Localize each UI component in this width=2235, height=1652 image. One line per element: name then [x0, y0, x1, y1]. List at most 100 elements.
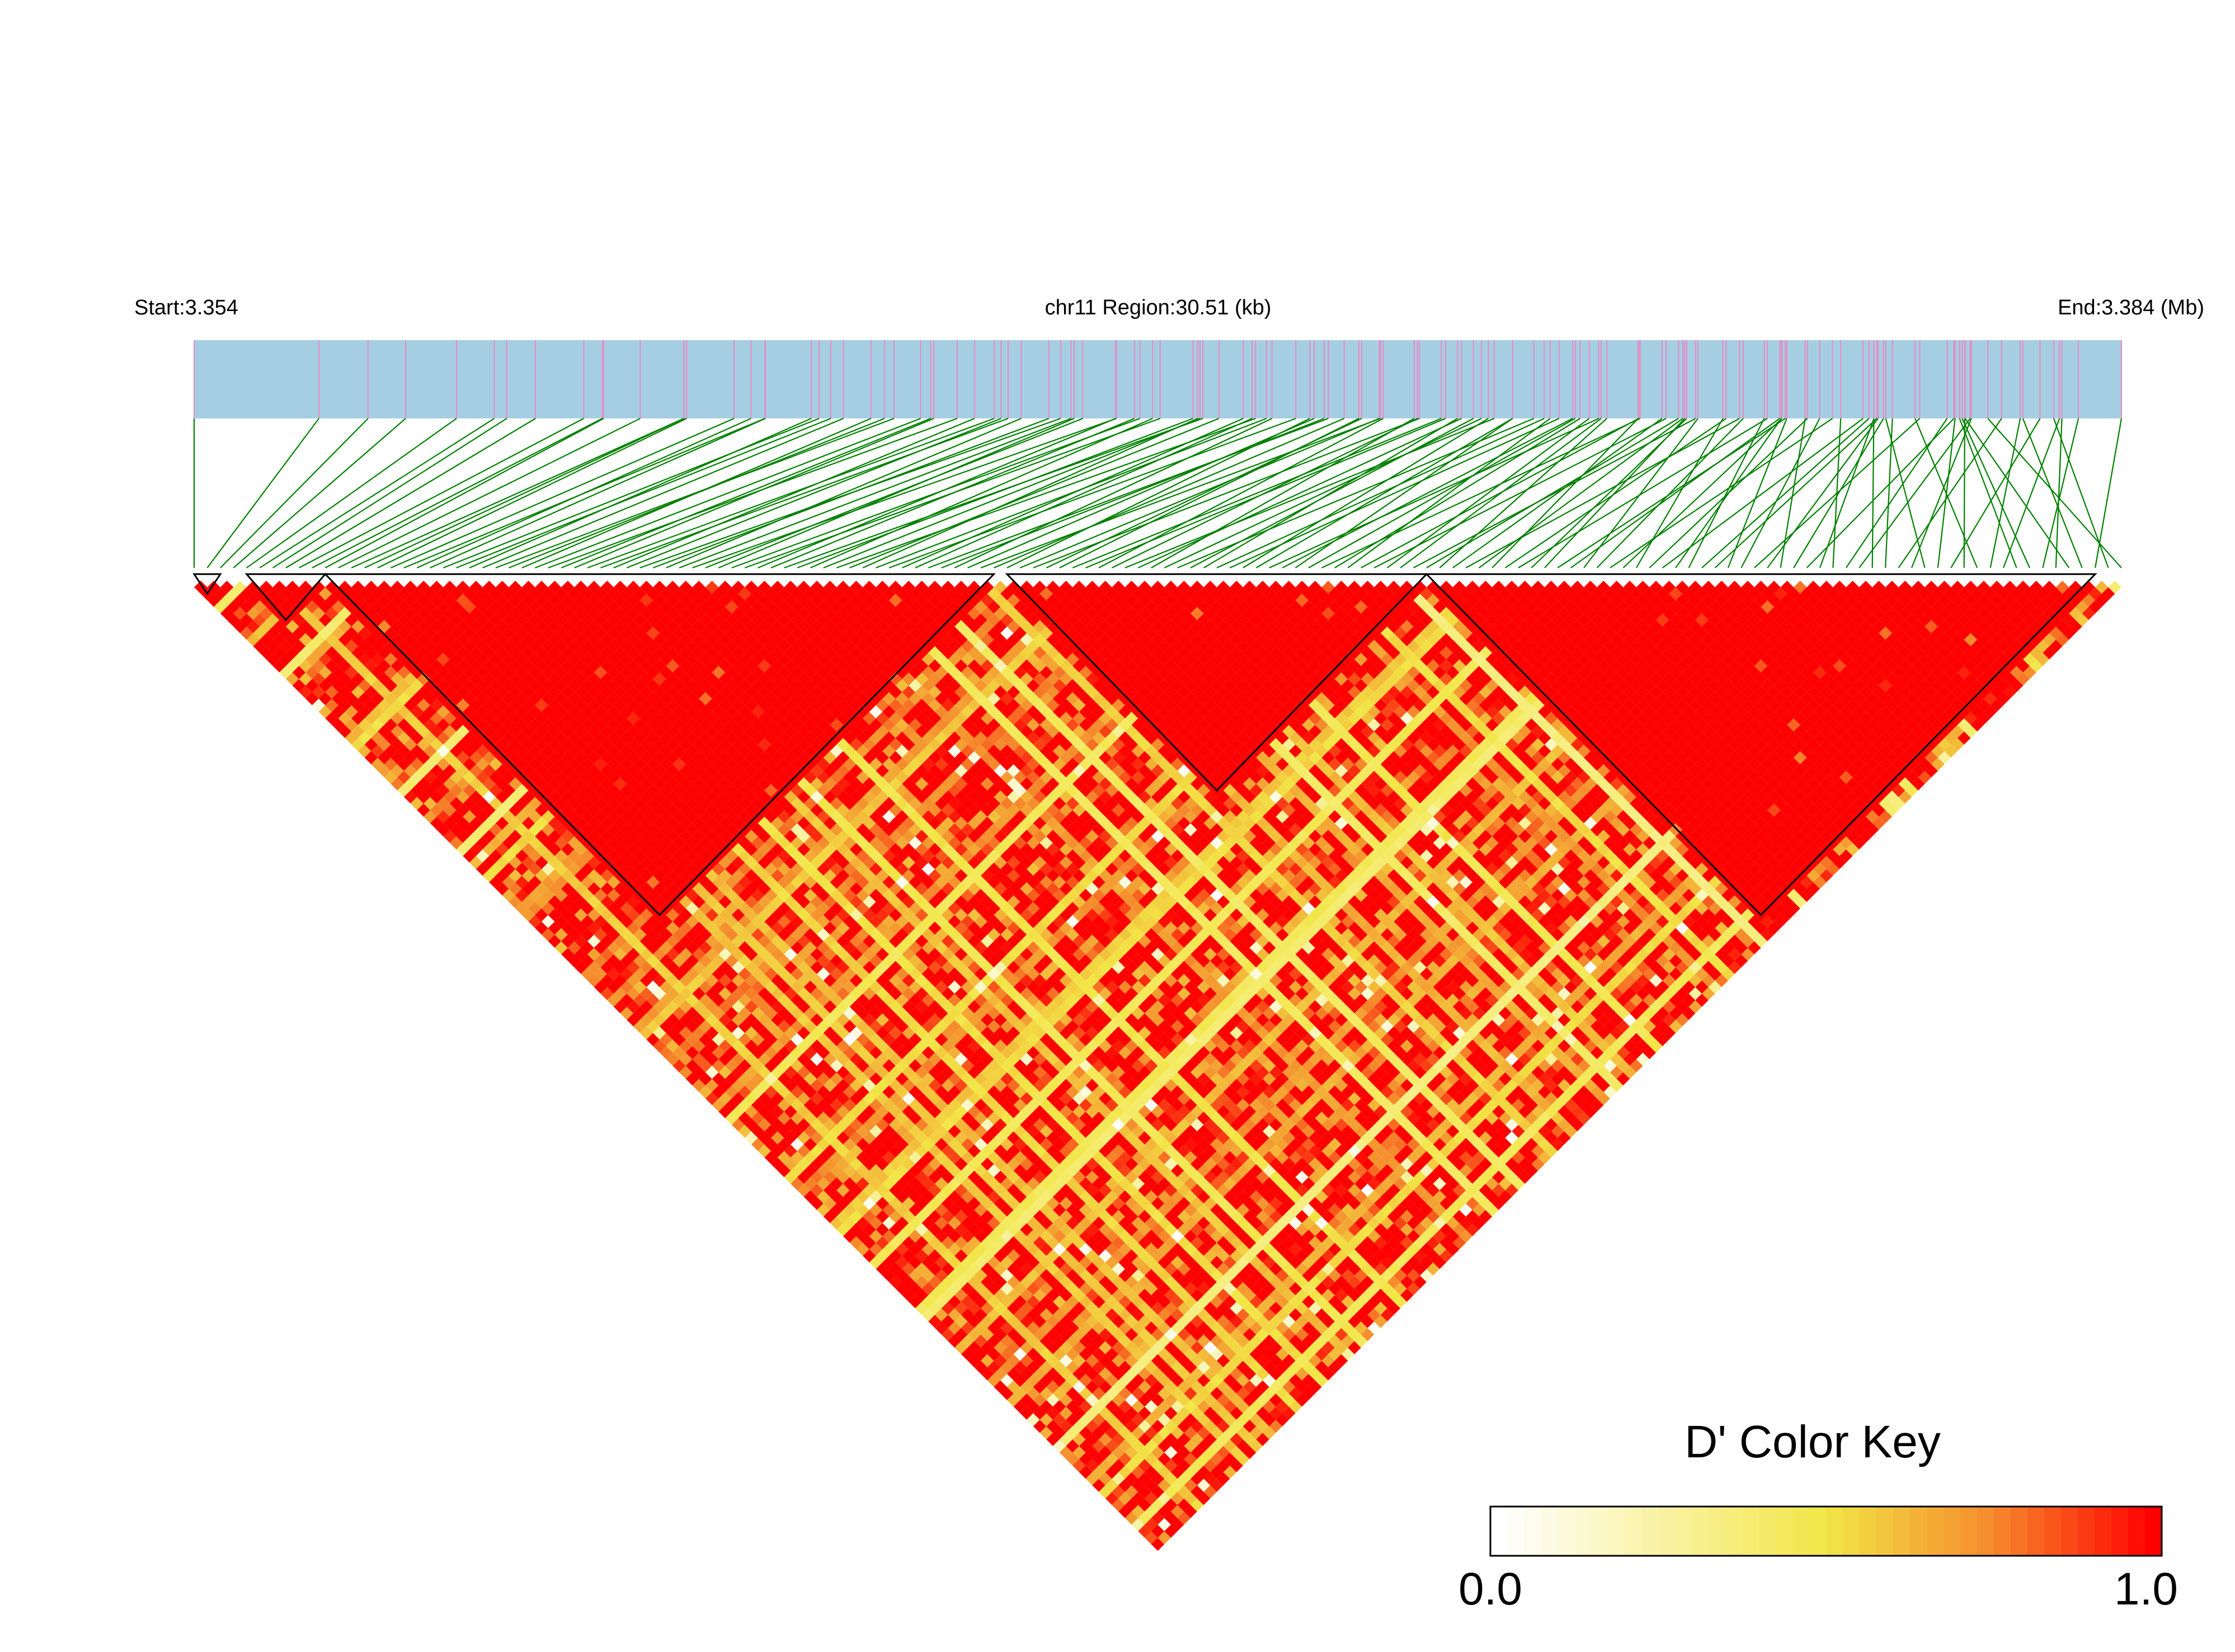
- ld-cell: [515, 757, 529, 771]
- ld-cell: [496, 856, 509, 869]
- ld-cell: [639, 961, 653, 975]
- snp-connector: [2053, 418, 2109, 568]
- ld-cell: [836, 1184, 850, 1197]
- ld-cell: [403, 698, 417, 712]
- ld-cell: [961, 1230, 975, 1243]
- ld-cell: [1085, 1393, 1099, 1407]
- ld-cell: [482, 738, 496, 751]
- ld-cell: [390, 620, 404, 633]
- ld-cell: [895, 1124, 909, 1138]
- ld-cell: [1013, 1308, 1027, 1322]
- ld-cell: [1079, 1413, 1093, 1427]
- ld-cell: [456, 803, 470, 817]
- ld-cell: [1033, 1393, 1047, 1407]
- ld-cell: [987, 1230, 1001, 1243]
- ld-cell: [653, 1013, 666, 1027]
- ld-cell: [351, 712, 365, 725]
- ld-cell: [653, 895, 666, 909]
- ld-cell: [345, 639, 358, 653]
- snp-connector: [1740, 418, 1820, 568]
- ld-cell: [994, 1315, 1007, 1328]
- ld-cell: [587, 803, 601, 817]
- ld-cell: [856, 1164, 869, 1178]
- ld-cell: [1020, 1328, 1033, 1342]
- ld-cell: [561, 934, 575, 948]
- ld-cell: [869, 1085, 883, 1099]
- snp-connector: [1914, 418, 1978, 568]
- ld-cell: [357, 744, 371, 758]
- ld-cell: [417, 712, 430, 725]
- ld-cell: [784, 1052, 798, 1066]
- ld-cell: [830, 1059, 844, 1072]
- ld-cell: [542, 823, 555, 836]
- ld-cell: [1118, 1387, 1132, 1400]
- ld-cell: [627, 921, 640, 935]
- ld-cell: [672, 1006, 686, 1020]
- snp-connector: [1701, 418, 1870, 568]
- ld-cell: [941, 1249, 955, 1263]
- ld-cell: [1066, 1361, 1079, 1374]
- snp-connector: [1518, 418, 1768, 568]
- ld-cell: [751, 967, 765, 981]
- ld-cell: [1105, 1439, 1119, 1453]
- snp-connector: [1845, 418, 1948, 568]
- ld-cell: [299, 606, 312, 620]
- ld-cell: [613, 908, 627, 922]
- ld-cell: [718, 961, 732, 975]
- ld-cell: [764, 1006, 778, 1020]
- ld-cell: [390, 698, 404, 712]
- ld-cell: [1138, 1511, 1151, 1525]
- ld-cell: [921, 1255, 935, 1269]
- ld-cell: [784, 1079, 798, 1092]
- snp-connector: [482, 417, 844, 569]
- ld-cell: [436, 718, 450, 732]
- ld-cell: [967, 1236, 981, 1250]
- ld-cell: [1066, 1373, 1079, 1387]
- snp-connector: [1295, 418, 1513, 568]
- ld-cell: [1099, 1380, 1112, 1394]
- ld-cell: [830, 1124, 844, 1138]
- snp-connector: [994, 417, 1345, 569]
- ld-cell: [436, 784, 450, 797]
- snp-connector: [1871, 418, 1875, 568]
- ld-cell: [1099, 1367, 1112, 1381]
- ld-cell: [921, 1295, 935, 1309]
- ld-cell: [895, 1282, 909, 1296]
- ld-cell: [928, 1301, 942, 1315]
- ld-cell: [672, 941, 686, 954]
- ld-cell: [489, 757, 502, 771]
- ld-cell: [810, 1157, 824, 1171]
- ld-cell: [535, 869, 548, 883]
- ld-cell: [417, 672, 430, 686]
- ld-cell: [299, 659, 312, 673]
- ld-cell: [679, 1039, 693, 1053]
- snp-connector: [1334, 418, 1581, 568]
- ld-cell: [548, 856, 562, 869]
- ld-cell: [731, 1026, 745, 1040]
- ld-cell: [771, 1105, 784, 1118]
- ld-cell: [272, 659, 286, 673]
- ld-cell: [424, 679, 437, 693]
- ld-cell: [863, 1197, 876, 1210]
- ld-cell: [390, 606, 404, 620]
- ld-cell: [823, 1091, 837, 1105]
- ld-cell: [849, 1170, 863, 1184]
- ld-cell: [561, 869, 575, 883]
- ld-cell: [791, 1151, 804, 1164]
- ld-cell: [410, 705, 424, 719]
- ld-cell: [371, 718, 384, 732]
- ld-cell: [607, 941, 620, 954]
- ld-cell: [436, 666, 450, 679]
- ld-cell: [1085, 1367, 1099, 1381]
- ld-cell: [1033, 1419, 1047, 1433]
- ld-cell: [260, 646, 273, 660]
- ld-cell: [941, 1276, 955, 1289]
- ld-cell: [1059, 1433, 1073, 1446]
- ld-cell: [312, 646, 326, 660]
- ld-cell: [791, 1138, 804, 1151]
- ld-cell: [403, 790, 417, 804]
- ld-cell: [260, 581, 273, 594]
- ld-cell: [987, 1334, 1001, 1348]
- ld-cell: [469, 724, 483, 738]
- ld-cell: [757, 1066, 771, 1079]
